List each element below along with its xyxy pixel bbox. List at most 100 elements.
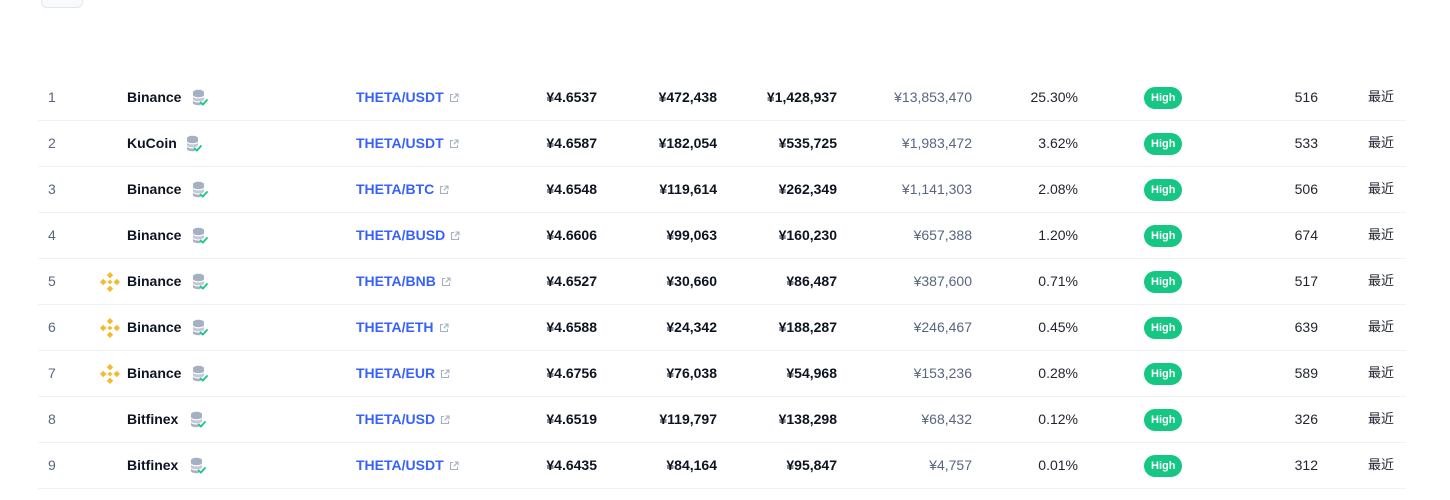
depth-plus-cell: ¥76,038: [666, 365, 717, 381]
volume-cell: ¥387,600: [913, 273, 972, 289]
pair-label[interactable]: THETA/USDT: [356, 89, 444, 105]
depth-minus-cell: ¥1,428,937: [766, 89, 837, 105]
confidence-cell: High: [1144, 133, 1183, 155]
updated-cell: 最近: [1368, 136, 1395, 151]
verified-database-icon: [192, 319, 208, 337]
table-row[interactable]: 3 Binance THETA/BTC ¥4.6548 ¥119,614 ¥262,349…: [38, 167, 1406, 213]
depth-plus-cell: ¥84,164: [666, 457, 717, 473]
price-cell: ¥4.6606: [546, 227, 597, 243]
table-row[interactable]: 4 Binance THETA/BUSD ¥4.6606 ¥99,063 ¥160,230…: [38, 213, 1406, 259]
price-cell: ¥4.6435: [546, 457, 597, 473]
volume-cell: ¥4,757: [929, 457, 972, 473]
confidence-cell: High: [1144, 409, 1183, 431]
exchange-name-link[interactable]: KuCoin: [127, 135, 177, 151]
external-link-icon[interactable]: [440, 398, 450, 443]
volume-cell: ¥153,236: [913, 365, 972, 381]
pair-link[interactable]: THETA/EUR: [356, 351, 450, 396]
confidence-cell: High: [1144, 317, 1183, 339]
external-link-icon[interactable]: [449, 76, 459, 121]
rank-cell: 8: [48, 411, 56, 427]
updated-cell: 最近: [1368, 228, 1395, 243]
pair-label[interactable]: THETA/BUSD: [356, 227, 446, 243]
liquidity-score-cell: 639: [1294, 319, 1318, 335]
pair-link[interactable]: THETA/USDT: [356, 443, 459, 488]
exchange-name-link[interactable]: Binance: [127, 319, 182, 335]
depth-plus-cell: ¥119,797: [659, 411, 717, 427]
table-row[interactable]: 6 Binance THETA/ETH ¥4.6588 ¥24,342 ¥188,287 ¥…: [38, 305, 1406, 351]
pair-label[interactable]: THETA/BTC: [356, 181, 435, 197]
depth-minus-cell: ¥535,725: [778, 135, 837, 151]
confidence-badge: High: [1144, 271, 1183, 293]
confidence-cell: High: [1144, 179, 1183, 201]
pair-link[interactable]: THETA/USDT: [356, 75, 459, 120]
rank-cell: 7: [48, 365, 56, 381]
confidence-badge: High: [1144, 455, 1183, 477]
external-link-icon[interactable]: [450, 214, 460, 259]
volume-cell: ¥657,388: [913, 227, 972, 243]
external-link-icon[interactable]: [449, 444, 459, 489]
confidence-badge: High: [1144, 133, 1183, 155]
depth-minus-cell: ¥54,968: [786, 365, 837, 381]
price-cell: ¥4.6587: [546, 135, 597, 151]
exchange-name-link[interactable]: Binance: [127, 365, 182, 381]
verified-database-icon: [192, 227, 208, 245]
depth-plus-cell: ¥119,614: [659, 181, 717, 197]
confidence-cell: High: [1144, 87, 1183, 109]
volume-cell: ¥1,141,303: [901, 181, 972, 197]
table-row[interactable]: 7 Binance THETA/EUR ¥4.6756 ¥76,038 ¥54,968 ¥1…: [38, 351, 1406, 397]
confidence-badge: High: [1144, 363, 1183, 385]
exchange-name-link[interactable]: Binance: [127, 273, 182, 289]
rank-cell: 1: [48, 89, 56, 105]
pair-label[interactable]: THETA/USDT: [356, 135, 444, 151]
volume-cell: ¥13,853,470: [894, 89, 972, 105]
exchange-name-link[interactable]: Binance: [127, 181, 182, 197]
external-link-icon[interactable]: [441, 260, 451, 305]
volume-share-cell: 0.28%: [1038, 365, 1078, 381]
markets-table: 1 Binance THETA/USDT ¥4.6537 ¥472,438 ¥1,428,…: [38, 75, 1406, 489]
liquidity-score-cell: 517: [1294, 273, 1318, 289]
pair-label[interactable]: THETA/ETH: [356, 319, 434, 335]
pair-link[interactable]: THETA/USD: [356, 397, 450, 442]
exchange-name-link[interactable]: Bitfinex: [127, 411, 179, 427]
pair-link[interactable]: THETA/BUSD: [356, 213, 460, 258]
price-cell: ¥4.6588: [546, 319, 597, 335]
table-row[interactable]: 9 Bitfinex THETA/USDT ¥4.6435 ¥84,164 ¥95,847…: [38, 443, 1406, 489]
filter-tab-stub[interactable]: [41, 0, 83, 8]
exchange-name-link[interactable]: Bitfinex: [127, 457, 179, 473]
pair-label[interactable]: THETA/USDT: [356, 457, 444, 473]
volume-cell: ¥246,467: [913, 319, 972, 335]
volume-cell: ¥68,432: [921, 411, 972, 427]
external-link-icon[interactable]: [439, 306, 449, 351]
rank-cell: 5: [48, 273, 56, 289]
table-row[interactable]: 8 Bitfinex THETA/USD ¥4.6519 ¥119,797 ¥138,29…: [38, 397, 1406, 443]
external-link-icon[interactable]: [439, 168, 449, 213]
pair-link[interactable]: THETA/BNB: [356, 259, 451, 304]
volume-share-cell: 3.62%: [1038, 135, 1078, 151]
confidence-cell: High: [1144, 455, 1183, 477]
volume-share-cell: 2.08%: [1038, 181, 1078, 197]
liquidity-score-cell: 533: [1294, 135, 1318, 151]
table-row[interactable]: 2 KuCoin THETA/USDT ¥4.6587 ¥182,054 ¥535,725…: [38, 121, 1406, 167]
rank-cell: 4: [48, 227, 56, 243]
table-row[interactable]: 5 Binance THETA/BNB ¥4.6527 ¥30,660 ¥86,487 ¥3…: [38, 259, 1406, 305]
rank-cell: 9: [48, 457, 56, 473]
exchange-name-link[interactable]: Binance: [127, 227, 182, 243]
exchange-name-link[interactable]: Binance: [127, 89, 182, 105]
pair-link[interactable]: THETA/USDT: [356, 121, 459, 166]
updated-cell: 最近: [1368, 274, 1395, 289]
confidence-badge: High: [1144, 87, 1183, 109]
pair-link[interactable]: THETA/ETH: [356, 305, 449, 350]
updated-cell: 最近: [1368, 458, 1395, 473]
external-link-icon[interactable]: [440, 352, 450, 397]
pair-label[interactable]: THETA/USD: [356, 411, 436, 427]
depth-minus-cell: ¥138,298: [778, 411, 837, 427]
pair-link[interactable]: THETA/BTC: [356, 167, 449, 212]
external-link-icon[interactable]: [449, 122, 459, 167]
updated-cell: 最近: [1368, 366, 1395, 381]
depth-minus-cell: ¥160,230: [778, 227, 837, 243]
pair-label[interactable]: THETA/EUR: [356, 365, 436, 381]
pair-label[interactable]: THETA/BNB: [356, 273, 436, 289]
confidence-badge: High: [1144, 317, 1183, 339]
depth-minus-cell: ¥95,847: [786, 457, 837, 473]
table-row[interactable]: 1 Binance THETA/USDT ¥4.6537 ¥472,438 ¥1,428,…: [38, 75, 1406, 121]
